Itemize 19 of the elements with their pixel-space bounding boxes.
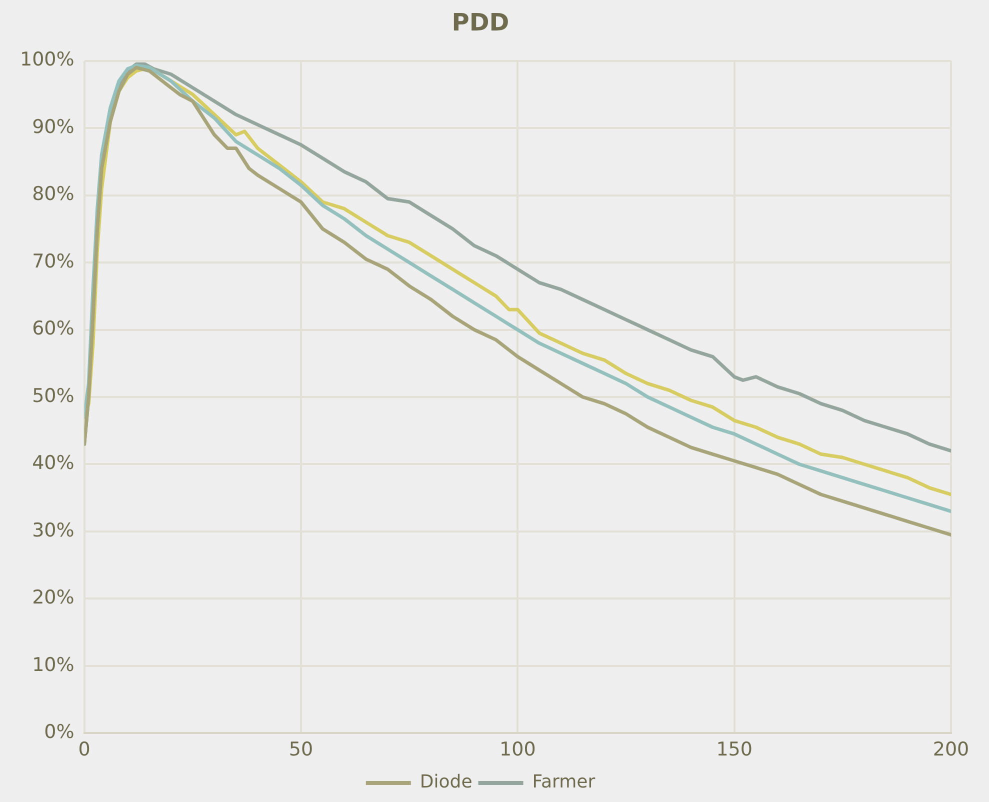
legend-label: Diode	[420, 772, 472, 793]
x-tick-label: 100	[500, 738, 536, 761]
y-tick-label: 30%	[32, 519, 74, 542]
y-tick-label: 60%	[32, 318, 74, 340]
y-tick-label: 10%	[32, 654, 74, 676]
legend-label: Farmer	[532, 772, 596, 793]
y-tick-label: 100%	[20, 48, 74, 71]
y-tick-label: 90%	[32, 116, 74, 138]
x-tick-label: 200	[932, 738, 970, 761]
chart-title: PDD	[452, 8, 510, 37]
y-tick-label: 80%	[32, 183, 74, 206]
x-tick-label: 50	[288, 738, 314, 761]
y-tick-label: 0%	[44, 721, 74, 744]
y-tick-label: 70%	[32, 250, 74, 272]
x-tick-label: 0	[78, 738, 90, 761]
y-tick-label: 50%	[32, 384, 74, 407]
x-tick-label: 150	[716, 738, 752, 761]
y-tick-label: 20%	[32, 586, 74, 609]
y-tick-label: 40%	[32, 452, 74, 474]
